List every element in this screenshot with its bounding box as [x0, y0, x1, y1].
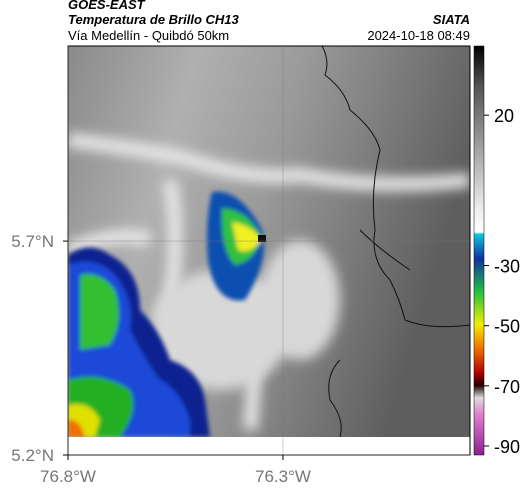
- subtitle: Temperatura de Brillo CH13: [68, 12, 240, 27]
- title: GOES-EAST: [68, 0, 146, 12]
- lon-tick-label: 76.8°W: [40, 467, 96, 486]
- colorbar: [473, 45, 485, 456]
- satellite-image: [68, 46, 470, 437]
- colorbar-tick-label: 20: [494, 106, 514, 126]
- lon-tick-label: 76.3°W: [255, 467, 311, 486]
- lat-tick-label: 5.2°N: [11, 446, 54, 465]
- region: Vía Medellín - Quibdó 50km: [68, 28, 229, 43]
- timestamp: 2024-10-18 08:49: [367, 28, 470, 43]
- colorbar-tick-label: -30: [494, 257, 520, 277]
- lat-tick-label: 5.7°N: [11, 232, 54, 251]
- colorbar-tick-label: -50: [494, 317, 520, 337]
- source: SIATA: [433, 12, 470, 27]
- colorbar-tick-label: -70: [494, 377, 520, 397]
- colorbar-tick-label: -90: [494, 437, 520, 457]
- header: GOES-EAST Temperatura de Brillo CH13 SIA…: [68, 0, 470, 43]
